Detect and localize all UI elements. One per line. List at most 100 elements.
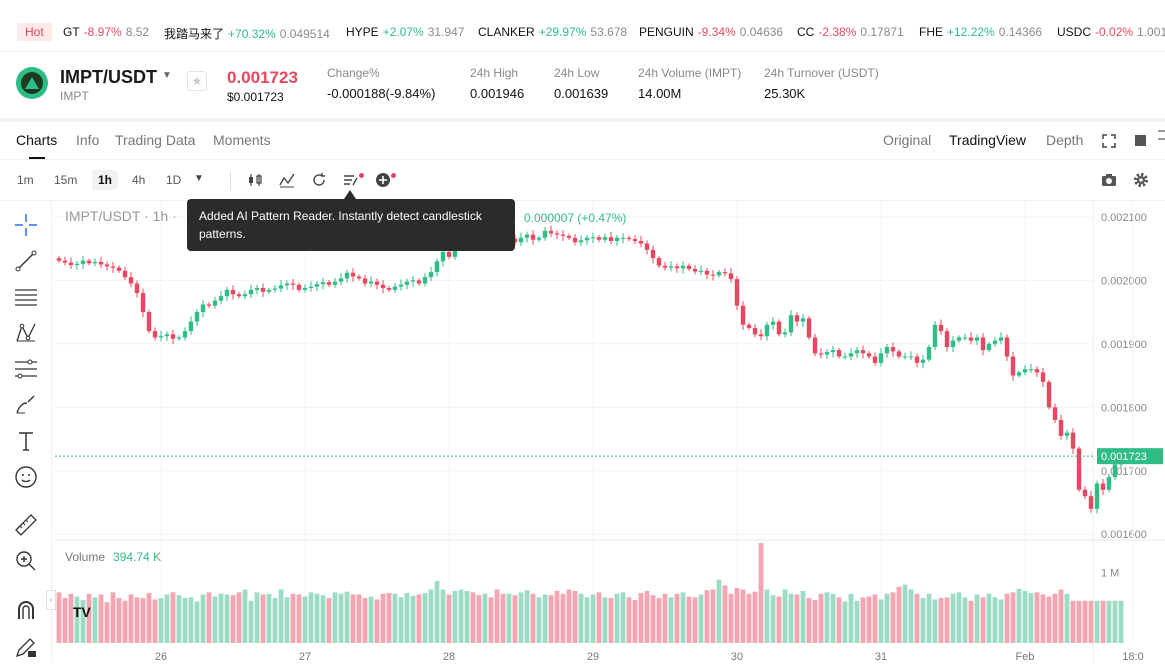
volume-bar (692, 597, 698, 643)
ticker-change: +12.22% (947, 25, 995, 39)
candle (770, 321, 776, 325)
volume-bar (200, 594, 206, 643)
ruler-tool[interactable] (14, 513, 38, 537)
tab-depth[interactable]: Depth (1046, 132, 1084, 148)
fullscreen-icon[interactable] (1102, 134, 1116, 148)
zoom-tool[interactable] (14, 549, 38, 573)
interval-1d[interactable]: 1D (166, 173, 182, 187)
candle (308, 286, 314, 288)
ticker-item[interactable]: CLANKER +29.97% 53.678 (478, 25, 627, 39)
candle (890, 346, 896, 352)
pattern-tool[interactable] (14, 321, 38, 345)
indicators-icon[interactable] (278, 171, 296, 189)
volume-bar (1064, 593, 1070, 643)
ticker-item[interactable]: GT -8.97% 8.52 (63, 25, 149, 39)
candle (146, 312, 152, 332)
add-icon[interactable] (374, 171, 392, 189)
collapse-arrow-icon[interactable]: ‹ (46, 590, 56, 610)
candlestick-chart-area[interactable]: 0.002100 0.002000 0.001900 0.001800 0.001700… (55, 201, 1165, 663)
ticker-item[interactable]: HYPE +2.07% 31.947 (346, 25, 464, 39)
horizontal-lines-tool[interactable] (14, 285, 38, 309)
price-chart[interactable]: 0.002100 0.002000 0.001900 0.001800 0.001700… (55, 201, 1165, 663)
chevron-down-icon[interactable]: ▼ (162, 70, 172, 81)
volume-bar (470, 592, 476, 643)
candle (728, 273, 734, 280)
candle-type-icon[interactable] (246, 171, 264, 189)
volume-bar (146, 593, 152, 643)
volume-bar (584, 597, 590, 643)
tab-charts[interactable]: Charts (16, 132, 58, 148)
ticker-item[interactable]: USDC -0.02% 1.001 (1057, 25, 1165, 39)
lock-drawings-tool[interactable] (14, 635, 38, 659)
volume-bar (272, 597, 278, 643)
pattern-reader-icon[interactable] (342, 171, 360, 189)
candle (380, 284, 386, 288)
tab-moments[interactable]: Moments (213, 132, 271, 148)
pattern-icon (16, 323, 36, 342)
candle (1094, 483, 1100, 509)
volume-bar (428, 589, 434, 643)
pencil-lock-icon (15, 638, 36, 658)
interval-1m[interactable]: 1m (17, 173, 34, 187)
ticker-item[interactable]: CC -2.38% 0.17871 (797, 25, 904, 39)
menu-icon[interactable] (1158, 130, 1165, 140)
volume-bar (458, 589, 464, 643)
candle (782, 332, 788, 335)
candle (158, 336, 164, 338)
candle (224, 289, 230, 297)
fibonacci-icon (15, 359, 37, 379)
camera-icon[interactable] (1100, 171, 1118, 189)
magnet-tool[interactable] (14, 599, 38, 623)
ticker-item[interactable]: FHE +12.22% 0.14366 (919, 25, 1042, 39)
section-divider (0, 118, 1165, 122)
trend-line-tool[interactable] (14, 249, 38, 273)
volume-bar (980, 597, 986, 643)
tab-info[interactable]: Info (76, 132, 100, 148)
volume-bar (488, 597, 494, 643)
volume-bar (248, 600, 254, 643)
crosshair-tool[interactable] (14, 213, 38, 237)
volume-bar (746, 593, 752, 643)
emoji-tool[interactable] (14, 465, 38, 489)
volume-bar (218, 593, 224, 643)
favorite-star-icon[interactable]: ★ (187, 71, 207, 91)
candle (530, 234, 536, 240)
text-tool[interactable] (14, 429, 38, 453)
toolbar-divider (230, 172, 231, 190)
ticker-item[interactable]: PENGUIN -9.34% 0.04636 (639, 25, 783, 39)
chart-legend: IMPT/USDT · 1h · (65, 208, 177, 224)
candle (704, 270, 710, 275)
candle (986, 343, 992, 351)
interval-4h[interactable]: 4h (132, 173, 146, 187)
brush-tool[interactable] (14, 393, 38, 417)
candle (884, 346, 890, 354)
hot-badge[interactable]: Hot (17, 23, 52, 41)
volume-bar (266, 593, 272, 643)
candle (356, 276, 362, 279)
volume-bar (152, 599, 158, 643)
time-tick-label: 31 (875, 651, 887, 662)
replay-icon[interactable] (310, 171, 328, 189)
tradingview-logo[interactable]: TV (73, 604, 91, 620)
tab-original[interactable]: Original (883, 132, 932, 148)
candle (848, 353, 854, 357)
candle (686, 265, 692, 269)
candle (398, 284, 404, 287)
volume-bar (860, 597, 866, 643)
interval-15m[interactable]: 15m (54, 173, 78, 187)
tab-tradingview[interactable]: TradingView (949, 132, 1027, 148)
layout-icon[interactable] (1135, 135, 1146, 146)
ticker-item[interactable]: 我踏马来了 +70.32% 0.049514 (164, 25, 330, 42)
interval-1h[interactable]: 1h (92, 170, 119, 190)
volume-bar (794, 594, 800, 643)
interval-dropdown-icon[interactable]: ▼ (194, 173, 204, 184)
ticker-change: +29.97% (538, 25, 587, 39)
gear-icon[interactable] (1132, 171, 1150, 189)
candle (1106, 477, 1112, 490)
fib-tool[interactable] (14, 357, 38, 381)
tab-trading-data[interactable]: Trading Data (115, 132, 196, 148)
ticker-symbol: FHE (919, 25, 943, 39)
pair-title[interactable]: IMPT/USDT (60, 67, 157, 87)
candle (92, 261, 98, 264)
volume-bar (116, 597, 122, 643)
